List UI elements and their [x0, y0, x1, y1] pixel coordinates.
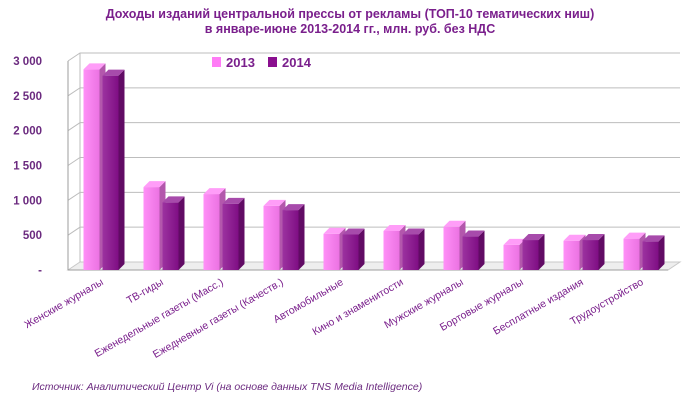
gridline: [67, 157, 680, 166]
bar-front: [323, 233, 340, 270]
bar-top: [462, 230, 485, 237]
bar-2014-5: [402, 228, 425, 270]
bar-2013-3: [263, 199, 286, 270]
gridline: [67, 87, 680, 97]
bar-2013-9: [623, 232, 646, 270]
bar-2014-6: [462, 230, 485, 270]
bar-top: [443, 220, 466, 227]
y-tick-label: 2 500: [13, 91, 42, 103]
gridline: [67, 122, 680, 132]
bar-side: [478, 230, 485, 270]
bar-front: [642, 241, 659, 270]
bar-top: [162, 196, 185, 203]
bar-front: [282, 210, 299, 270]
bar-side: [658, 235, 665, 270]
bar-2014-9: [642, 235, 665, 270]
bar-2013-0: [83, 63, 106, 270]
bar-2013-7: [503, 238, 526, 270]
bar-front: [222, 203, 239, 270]
bar-side: [598, 234, 605, 270]
y-tick-label: 1 000: [13, 195, 42, 207]
gridline: [67, 52, 680, 62]
bar-2013-1: [143, 181, 166, 270]
bar-front: [503, 244, 520, 270]
bar-top: [263, 199, 286, 206]
bar-top: [563, 234, 586, 241]
bar-front: [203, 194, 220, 270]
bar-front: [83, 69, 100, 270]
bar-front: [462, 236, 479, 270]
bar-side: [238, 197, 245, 270]
bar-2014-3: [282, 204, 305, 270]
bar-top: [582, 234, 605, 241]
bar-side: [118, 69, 125, 270]
legend-label-2014: 2014: [282, 55, 312, 70]
legend-swatch-2013: [212, 57, 221, 67]
bar-top: [623, 232, 646, 239]
bar-top: [642, 235, 665, 242]
bar-front: [162, 202, 179, 270]
legend-swatch-2014: [268, 57, 277, 67]
bar-2014-1: [162, 196, 185, 270]
y-tick-label: 3 000: [13, 56, 42, 68]
bar-top: [143, 181, 166, 188]
bar-2014-7: [522, 234, 545, 270]
bar-front: [102, 75, 119, 270]
bar-front: [383, 230, 400, 270]
bar-2013-8: [563, 234, 586, 270]
bar-front: [563, 240, 580, 270]
bar-side: [538, 234, 545, 270]
bar-top: [102, 69, 125, 76]
bar-front: [342, 234, 359, 270]
bar-front: [443, 226, 460, 270]
bar-front: [143, 187, 160, 270]
bar-front: [582, 240, 599, 270]
bar-front: [263, 205, 280, 270]
x-tick-label: ТВ-гиды: [125, 276, 166, 307]
bar-2014-4: [342, 228, 365, 270]
chart-subtitle: в январе-июне 2013-2014 гг., млн. руб. б…: [204, 22, 496, 36]
chart-title: Доходы изданий центральной прессы от рек…: [105, 7, 595, 21]
bar-top: [342, 228, 365, 235]
x-tick-label: Женские журналы: [22, 276, 105, 331]
bar-2013-4: [323, 227, 346, 270]
bar-2013-6: [443, 220, 466, 270]
bar-top: [83, 63, 106, 70]
bar-side: [298, 204, 305, 270]
bar-top: [503, 238, 526, 245]
bar-top: [282, 204, 305, 211]
y-tick-label: 1 500: [13, 161, 42, 173]
bar-side: [418, 228, 425, 270]
bar-2013-5: [383, 224, 406, 270]
bar-top: [222, 197, 245, 204]
bar-2014-8: [582, 234, 605, 270]
y-tick-label: -: [38, 265, 42, 277]
bar-top: [323, 227, 346, 234]
bar-top: [402, 228, 425, 235]
bar-top: [383, 224, 406, 231]
bar-2014-0: [102, 69, 125, 270]
bar-top: [203, 188, 226, 195]
bar-2013-2: [203, 188, 226, 270]
bar-side: [178, 196, 185, 270]
y-tick-label: 2 000: [13, 126, 42, 138]
bar-front: [623, 238, 640, 270]
legend-label-2013: 2013: [226, 55, 255, 70]
bar-top: [522, 234, 545, 241]
source-note: Источник: Аналитический Центр Vi (на осн…: [32, 381, 423, 393]
bar-2014-2: [222, 197, 245, 270]
y-tick-label: 500: [23, 230, 42, 242]
bar-front: [522, 240, 539, 270]
bar-front: [402, 234, 419, 270]
bar-side: [358, 228, 365, 270]
